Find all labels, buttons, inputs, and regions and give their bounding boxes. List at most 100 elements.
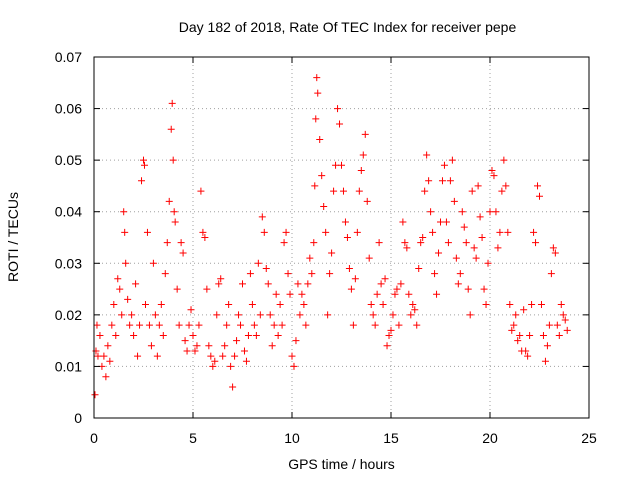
data-point: [482, 301, 490, 309]
data-point: [530, 228, 538, 236]
data-point: [280, 239, 288, 247]
data-point: [286, 290, 294, 298]
x-tick-label: 20: [482, 430, 498, 446]
data-point: [240, 347, 248, 355]
data-point: [191, 347, 199, 355]
data-point: [339, 187, 347, 195]
data-point: [381, 275, 389, 283]
data-point: [510, 321, 518, 329]
data-point: [486, 208, 494, 216]
data-point: [373, 290, 381, 298]
data-point: [314, 89, 322, 97]
data-point: [96, 331, 104, 339]
data-point: [429, 228, 437, 236]
data-point: [264, 280, 272, 288]
data-point: [555, 331, 563, 339]
data-point: [114, 275, 122, 283]
data-point: [397, 280, 405, 288]
data-point: [407, 311, 415, 319]
x-tick-label: 15: [383, 430, 399, 446]
data-point: [256, 311, 264, 319]
data-point: [522, 347, 530, 355]
data-point: [262, 264, 270, 272]
data-point: [132, 280, 140, 288]
data-point: [508, 326, 516, 334]
data-point: [437, 218, 444, 226]
data-point: [334, 105, 342, 113]
data-point: [338, 161, 345, 169]
data-point: [423, 151, 431, 159]
data-point: [306, 254, 314, 262]
data-point: [492, 208, 500, 216]
data-point: [91, 391, 99, 399]
data-point: [532, 239, 540, 247]
data-point: [330, 187, 338, 195]
data-point: [213, 311, 221, 319]
data-point: [526, 331, 534, 339]
data-point: [94, 352, 102, 360]
data-point: [488, 166, 496, 174]
data-point: [345, 264, 353, 272]
data-point: [472, 254, 480, 262]
data-point: [205, 342, 213, 350]
data-point: [545, 321, 553, 329]
data-point: [371, 321, 379, 329]
data-point: [313, 74, 321, 82]
data-point: [118, 311, 126, 319]
data-point: [405, 290, 413, 298]
data-point: [435, 249, 443, 257]
data-point: [260, 228, 268, 236]
data-point: [120, 208, 128, 216]
data-point: [112, 331, 120, 339]
data-point: [185, 321, 193, 329]
data-point: [328, 249, 336, 257]
data-point: [450, 197, 458, 205]
data-point: [440, 161, 448, 169]
y-tick-label: 0: [74, 410, 82, 426]
data-point: [387, 326, 395, 334]
data-point: [534, 182, 542, 190]
data-point: [343, 234, 351, 241]
plot-frame: [93, 56, 590, 419]
data-point: [136, 321, 144, 329]
data-point: [458, 208, 466, 216]
data-point: [223, 321, 231, 329]
data-point: [468, 187, 476, 195]
data-point: [549, 244, 557, 252]
data-point: [536, 192, 543, 200]
data-point: [399, 218, 407, 226]
data-point: [157, 301, 165, 309]
data-point: [341, 218, 349, 226]
data-point: [244, 331, 252, 339]
data-point: [438, 177, 446, 185]
x-tick-label: 5: [189, 430, 197, 446]
data-point: [537, 301, 545, 309]
data-point: [153, 352, 161, 360]
data-point: [312, 115, 320, 123]
data-point: [300, 301, 308, 309]
data-point: [417, 239, 425, 247]
data-point: [229, 383, 237, 391]
data-point: [462, 239, 470, 247]
data-point: [419, 234, 427, 241]
data-point: [161, 270, 169, 278]
data-point: [444, 239, 452, 247]
data-point: [296, 311, 304, 319]
data-point: [363, 197, 371, 205]
data-point: [395, 321, 403, 329]
data-point: [502, 182, 510, 190]
data-point: [165, 197, 173, 205]
data-point: [254, 259, 262, 267]
data-point: [442, 218, 450, 226]
grid-lines: [94, 57, 589, 418]
data-point: [504, 228, 512, 236]
data-point: [559, 311, 567, 319]
data-point: [480, 285, 488, 293]
data-point: [512, 311, 520, 319]
data-point: [217, 275, 225, 283]
data-point: [121, 228, 129, 236]
data-point: [379, 301, 387, 309]
data-point: [250, 321, 258, 329]
data-point: [246, 270, 254, 278]
data-point: [490, 172, 498, 180]
